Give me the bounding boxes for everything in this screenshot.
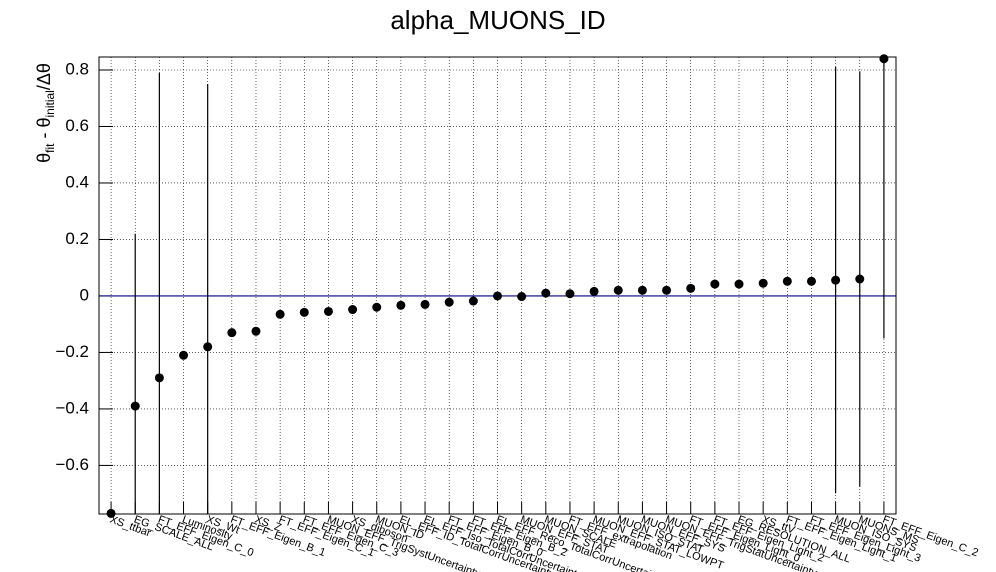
data-point [227,328,237,338]
data-point [782,276,792,286]
data-point [855,274,865,284]
data-point [758,278,768,288]
data-point [806,276,816,286]
data-point [444,297,454,307]
data-point [662,285,672,295]
data-point [106,508,116,518]
y-tick-label: 0.8 [65,59,89,78]
y-tick-label: −0.2 [55,342,89,361]
data-point [420,299,430,309]
chart-title: alpha_MUONS_ID [390,5,605,35]
data-point [154,373,164,383]
y-tick-label: 0.6 [65,116,89,135]
y-label-part: initial [43,90,57,117]
data-point [493,291,502,301]
y-tick-label: 0 [80,285,89,304]
data-point [179,350,189,360]
data-point [130,401,140,411]
data-point [348,305,358,315]
data-point [203,342,213,352]
plot-frame [98,56,897,515]
y-label-part: - θ [34,118,54,144]
data-point [710,279,720,289]
data-point [734,279,744,289]
data-point [372,302,382,312]
data-point [879,54,889,64]
data-point [589,286,599,296]
data-point [275,309,285,319]
data-point [517,292,527,302]
data-point [323,306,333,316]
y-tick-label: −0.6 [55,455,89,474]
y-label-part: /Δθ [34,63,54,90]
y-tick-label: −0.4 [55,398,89,417]
y-label-part: fit [43,143,57,153]
data-point [637,285,647,295]
data-point [831,275,841,285]
y-tick-label: 0.4 [65,172,89,191]
data-point [541,288,551,298]
data-point [396,300,406,310]
data-point [686,283,696,293]
y-axis-label: θfit - θinitial/Δθ [34,63,57,163]
y-label-part: θ [34,153,54,163]
data-point [565,289,575,299]
data-point [251,326,261,336]
data-point [613,285,623,295]
data-point [468,296,478,306]
y-tick-label: 0.2 [65,229,89,248]
data-point [299,307,309,317]
